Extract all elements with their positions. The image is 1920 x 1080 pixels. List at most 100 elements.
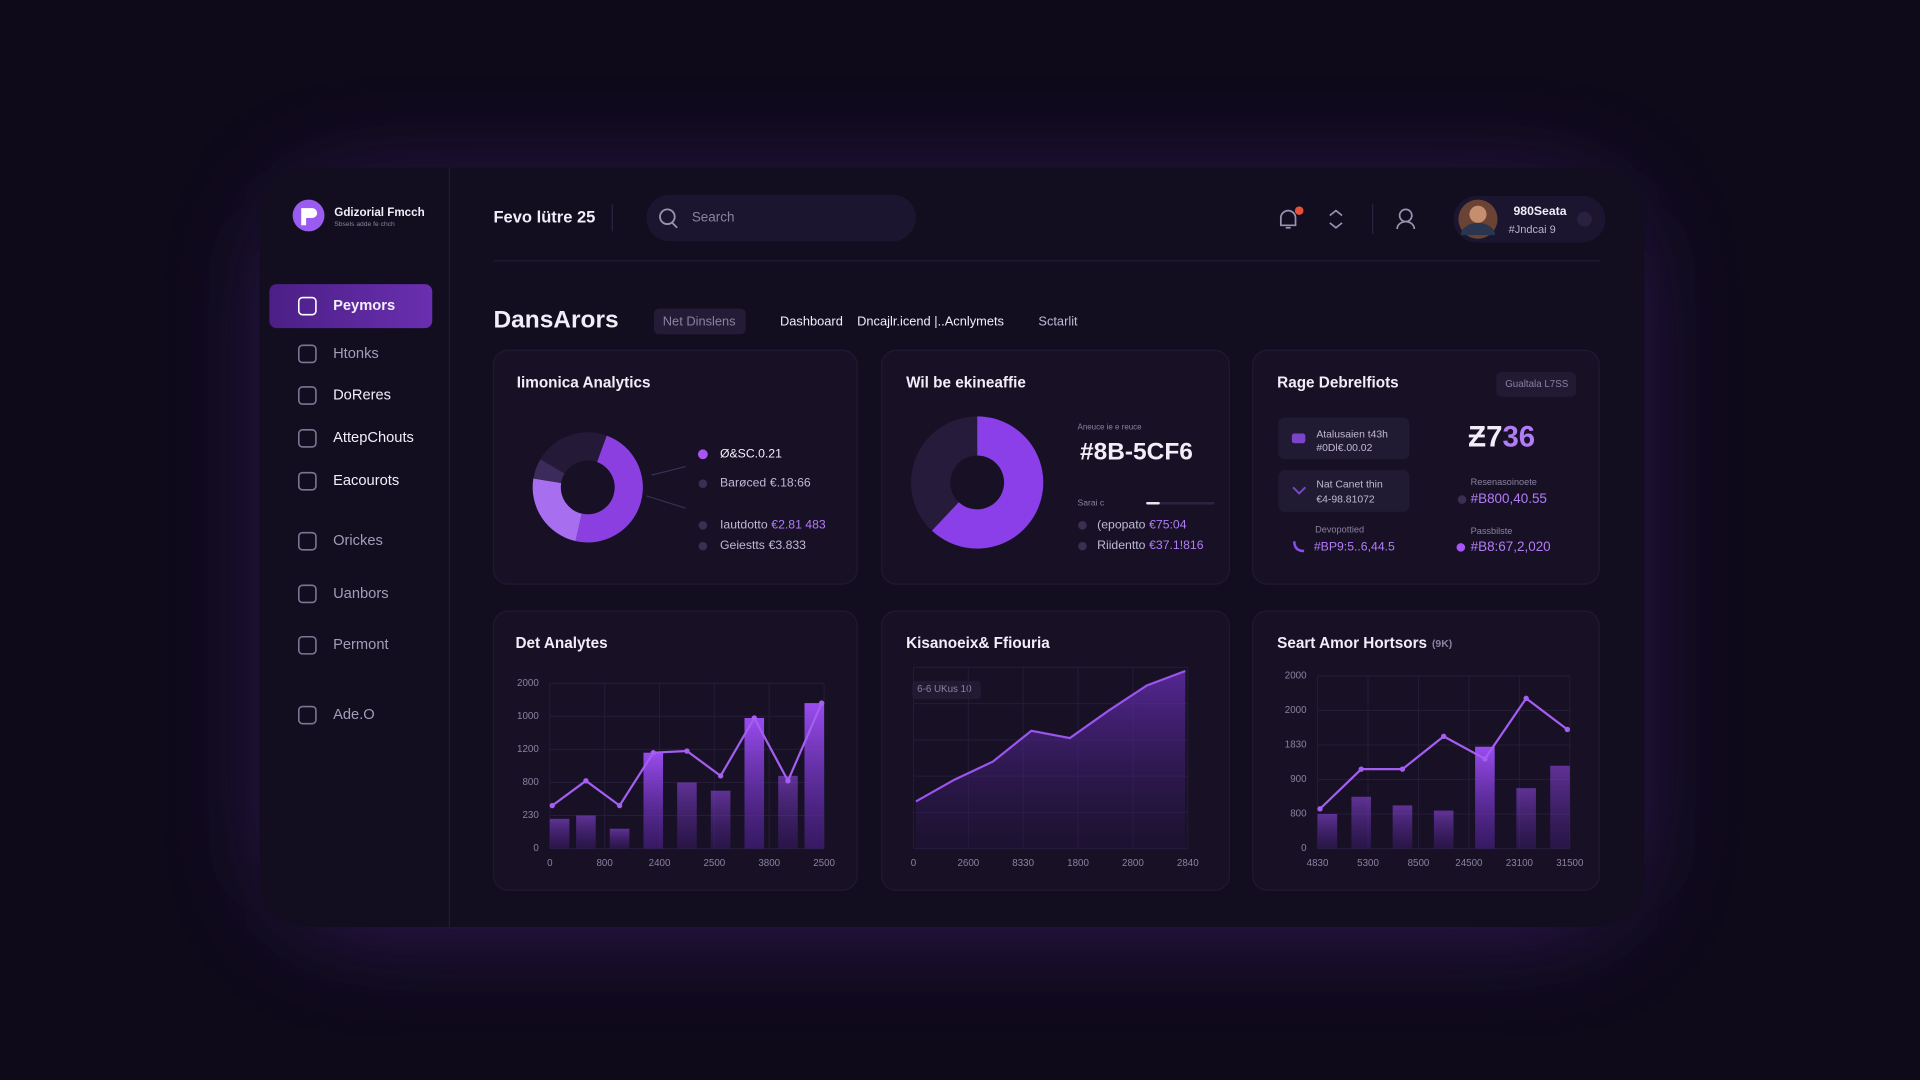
nav-item[interactable]: AttepChouts	[333, 430, 414, 446]
list-box	[1278, 470, 1410, 512]
x-tick-label: 800	[596, 858, 613, 869]
avatar-body	[1460, 222, 1496, 236]
user-name: 980Seata	[1513, 204, 1566, 218]
point	[1523, 695, 1529, 702]
nav-item[interactable]: Peymors	[333, 298, 395, 314]
stat-value: #B8:67,2,020	[1471, 539, 1551, 554]
search-box[interactable]	[646, 194, 916, 242]
bar	[549, 818, 570, 849]
x-tick-label: 23100	[1506, 858, 1534, 869]
legend-label: Iautdotto	[720, 518, 768, 532]
list-value: €4-98.81072	[1316, 494, 1375, 505]
y-tick-label: 800	[522, 777, 539, 788]
nav-active-bg[interactable]	[269, 284, 433, 329]
legend-label: Riidentto	[1097, 538, 1145, 552]
bar	[1351, 796, 1372, 849]
y-tick-label: 1830	[1285, 740, 1307, 751]
bar	[804, 703, 825, 849]
card-title: Kisanoeix& Ffiouria	[906, 635, 1050, 652]
list-label: Nat Canet thin	[1316, 480, 1383, 491]
list-value: #0Dl€.00.02	[1316, 443, 1372, 454]
legend-dot	[698, 541, 708, 551]
bar	[1516, 788, 1536, 849]
nav-icon	[297, 429, 317, 448]
donut-segment	[532, 478, 582, 542]
big-value: #8B-5CF6	[1080, 439, 1193, 466]
search-icon	[671, 222, 678, 229]
x-tick-label: 2800	[1122, 858, 1144, 869]
legend-dot	[698, 521, 708, 530]
point	[717, 773, 724, 779]
progress-label: Sarai c	[1078, 498, 1105, 508]
profile-toggle[interactable]	[1577, 211, 1592, 227]
point	[684, 748, 690, 754]
header-title: Fevo lütre 25	[493, 207, 595, 226]
nav-icon	[297, 705, 317, 725]
bar	[1475, 746, 1495, 849]
y-tick-label: 1200	[517, 744, 539, 755]
list-label: Devopottied	[1315, 525, 1364, 535]
user-icon	[1396, 220, 1416, 230]
sync-icon[interactable]	[1329, 209, 1343, 229]
nav-item[interactable]: Ade.O	[333, 707, 375, 723]
point	[1399, 766, 1406, 772]
x-tick-label: 3800	[758, 858, 780, 869]
bell-icon[interactable]	[1279, 209, 1297, 229]
y-tick-label: 2000	[517, 678, 539, 689]
tab[interactable]: Dncajlr.icend |..Acnlymets	[857, 313, 1004, 328]
x-tick-label: 2500	[703, 858, 725, 869]
nav-item[interactable]: Htonks	[333, 346, 379, 362]
nav-icon	[297, 296, 317, 316]
progress-bar	[1146, 502, 1160, 505]
nav-item[interactable]: Orickes	[333, 533, 383, 549]
nav-item[interactable]: Permont	[333, 637, 389, 653]
bar	[744, 717, 765, 849]
legend-dot	[1078, 521, 1087, 530]
bar	[1550, 765, 1570, 849]
avatar-face	[1469, 205, 1487, 223]
bar	[677, 782, 697, 849]
point	[1317, 806, 1323, 812]
legend-dot	[697, 449, 708, 460]
list-value: #BP9:5..6,44.5	[1314, 540, 1395, 554]
donut-segment	[575, 435, 643, 543]
stat-dot	[1456, 543, 1466, 552]
x-tick-label: 2600	[957, 858, 979, 869]
user-sub: #Jndcai 9	[1509, 224, 1556, 236]
x-tick-label: 8330	[1012, 858, 1034, 869]
scaled-layer: Gdizorial Fmcch Sbsels adde fe chch Peymor…	[259, 167, 1645, 927]
y-tick-label: 230	[522, 810, 539, 821]
connector	[646, 495, 686, 509]
tab[interactable]: Sctarlit	[1038, 313, 1078, 328]
card-title: Rage Debrelfiots	[1277, 374, 1399, 391]
stat-label: Passbilste	[1471, 526, 1513, 536]
legend-item: Geiestts €3.833	[720, 538, 806, 552]
x-tick-label: 2400	[649, 858, 671, 869]
point	[583, 778, 589, 784]
nav-item[interactable]: DoReres	[333, 387, 391, 403]
nav-item[interactable]: Uanbors	[333, 586, 389, 602]
tab[interactable]: Net Dinslens	[663, 313, 736, 328]
legend-value: €3.833	[769, 538, 807, 552]
nav-icon	[297, 531, 317, 551]
bar	[643, 752, 664, 849]
brand-sub: Sbsels adde fe chch	[334, 221, 395, 228]
legend-item: (epopato €75:04	[1097, 518, 1187, 532]
legend-value: €75:04	[1149, 518, 1187, 532]
legend-label: Ø&SC.0.21	[720, 447, 782, 461]
x-tick-label: 0	[547, 858, 553, 869]
point	[1358, 766, 1364, 772]
tab[interactable]: Dashboard	[780, 313, 843, 328]
legend-item: Iautdotto €2.81 483	[720, 518, 826, 532]
nav-item[interactable]: Eacourots	[333, 473, 399, 489]
donut-segment	[533, 459, 565, 484]
point	[1440, 733, 1447, 740]
card-title: Seart Amor Hortsors (9K)	[1277, 635, 1452, 652]
bar	[576, 815, 596, 849]
tab-pill[interactable]	[653, 308, 746, 335]
card-title: Wil be ekineaffie	[906, 374, 1026, 391]
x-tick-label: 8500	[1408, 858, 1430, 869]
nav-icon	[297, 386, 317, 405]
